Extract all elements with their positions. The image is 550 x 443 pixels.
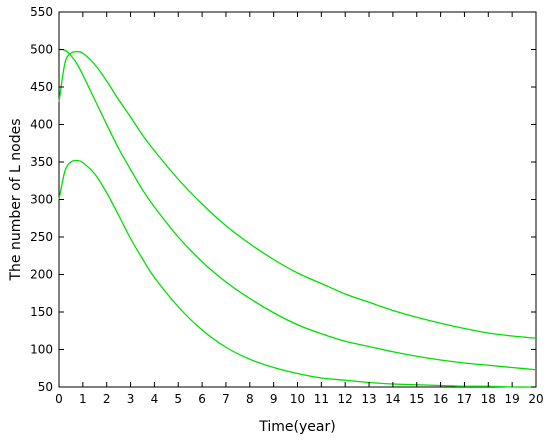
x-tick-label: 18 (481, 392, 496, 406)
y-tick-label: 250 (30, 230, 53, 244)
y-tick-label: 400 (30, 118, 53, 132)
x-tick-label: 10 (290, 392, 305, 406)
y-tick-label: 350 (30, 155, 53, 169)
series-layer (58, 48, 537, 388)
y-tick-label: 500 (30, 43, 53, 57)
x-tick-label: 11 (314, 392, 329, 406)
x-axis-label: Time(year) (258, 419, 335, 435)
x-tick-label: 0 (55, 392, 63, 406)
x-tick-label: 17 (457, 392, 472, 406)
plot-area (58, 11, 537, 388)
y-tick-label: 300 (30, 193, 53, 207)
x-tick-label: 13 (361, 392, 376, 406)
plot-frame (58, 11, 537, 388)
x-tick-label: 19 (505, 392, 520, 406)
x-tick-label: 12 (338, 392, 353, 406)
x-tick-label: 7 (222, 392, 230, 406)
y-tick-label: 550 (30, 5, 53, 19)
x-tick-label: 15 (409, 392, 424, 406)
series-line-1 (58, 51, 537, 339)
x-axis-ticks: 0 1 2 3 4 5 6 7 8 9 10 11 12 13 14 15 16 17 18 19 20 (55, 12, 544, 406)
y-tick-label: 150 (30, 305, 53, 319)
x-tick-label: 8 (246, 392, 254, 406)
y-tick-label: 100 (30, 343, 53, 357)
x-tick-label: 14 (385, 392, 400, 406)
y-tick-label: 50 (38, 380, 53, 394)
x-tick-label: 4 (151, 392, 159, 406)
y-tick-label: 450 (30, 80, 53, 94)
series-line-2 (58, 48, 537, 371)
x-tick-label: 2 (103, 392, 111, 406)
y-tick-label: 200 (30, 268, 53, 282)
y-axis-label: The number of L nodes (8, 118, 24, 281)
x-tick-label: 9 (270, 392, 278, 406)
x-tick-label: 1 (79, 392, 87, 406)
series-line-3 (58, 159, 537, 388)
x-tick-label: 6 (198, 392, 206, 406)
x-tick-label: 16 (433, 392, 448, 406)
x-tick-label: 20 (528, 392, 543, 406)
y-axis-ticks: 50 100 150 200 250 300 350 400 450 500 550 (30, 5, 536, 394)
x-tick-label: 3 (127, 392, 135, 406)
x-tick-label: 5 (174, 392, 182, 406)
